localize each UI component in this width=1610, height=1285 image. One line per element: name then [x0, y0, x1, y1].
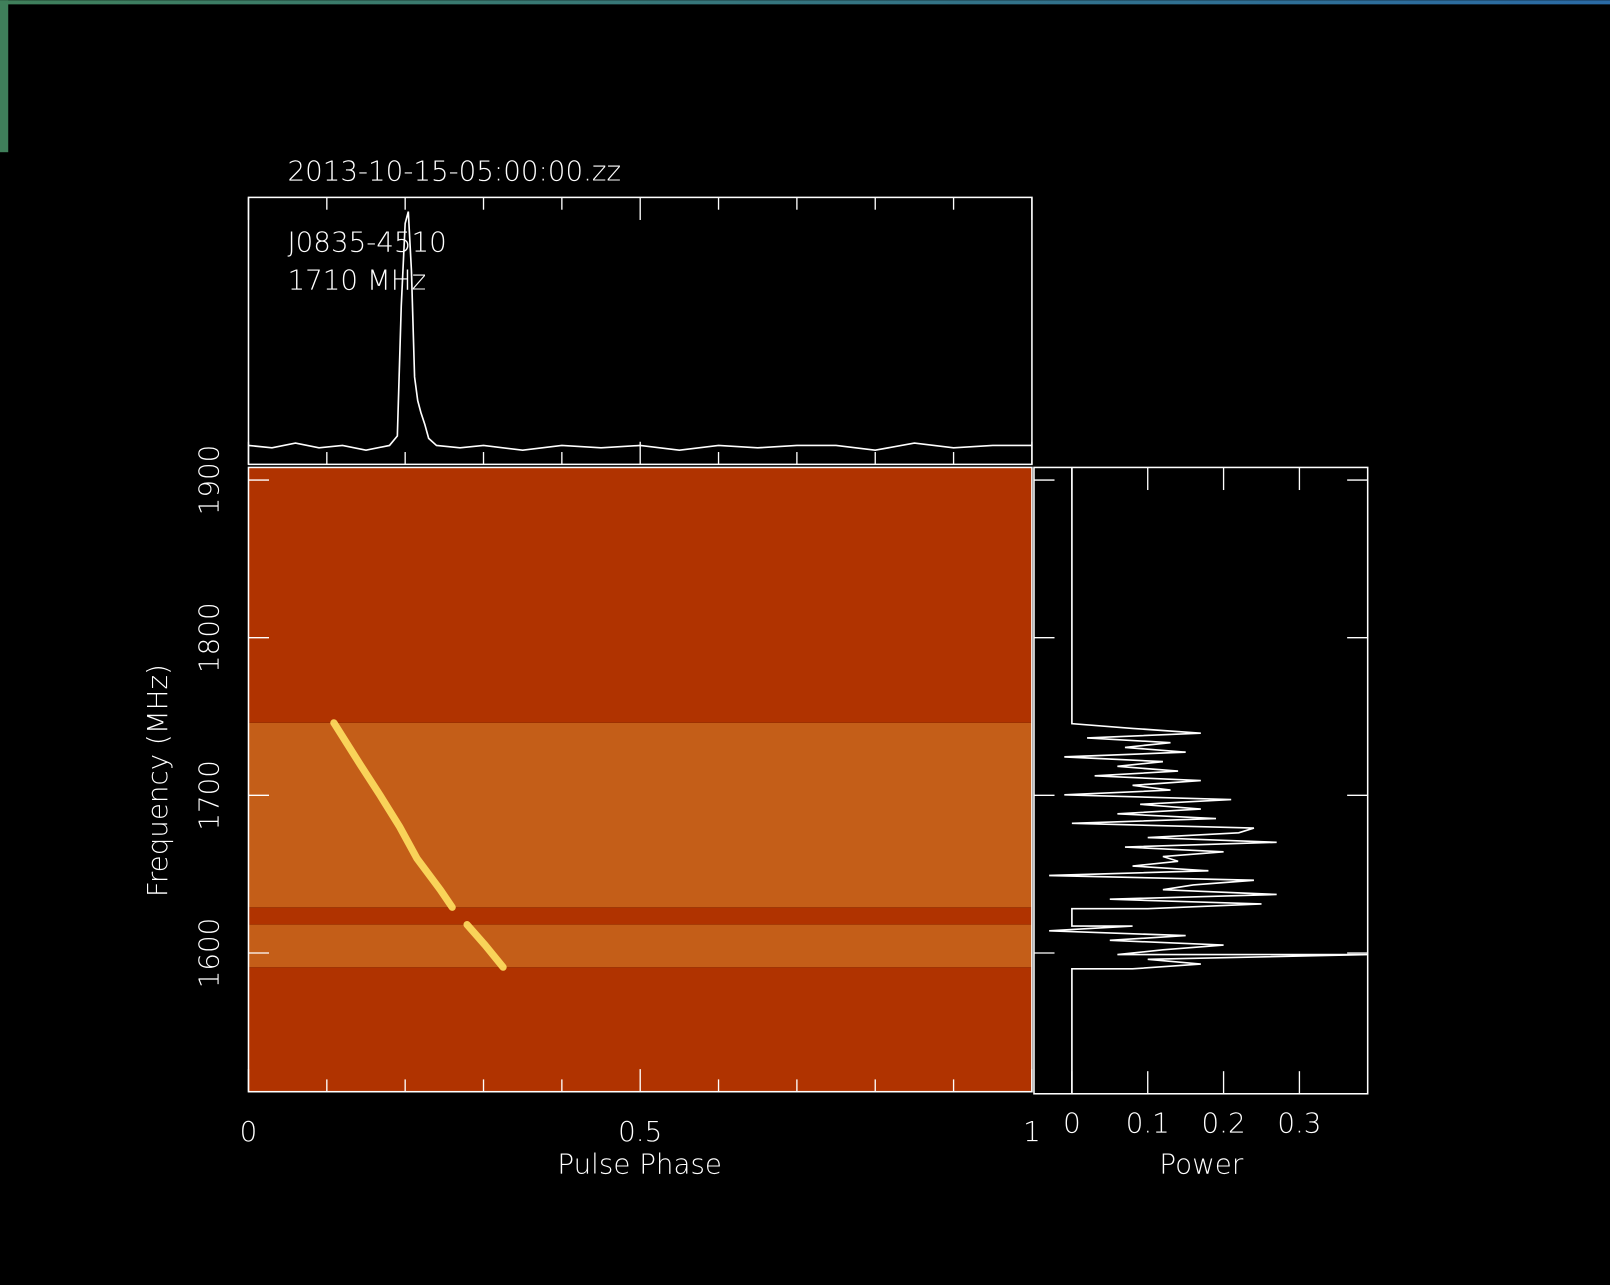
x-axis-label: Pulse Phase	[557, 1148, 722, 1181]
heatmap-band	[248, 907, 1032, 925]
heatmap-band	[248, 467, 1032, 723]
annotation: J0835-4510	[288, 226, 447, 259]
y-axis-label: Frequency (MHz)	[141, 664, 174, 897]
chart-title: 2013-10-15-05:00:00.zz	[288, 155, 622, 188]
x-tick-label: 0	[240, 1115, 258, 1148]
x-tick-label: 0.1	[1126, 1107, 1170, 1140]
window-left-bar	[0, 0, 9, 153]
heatmap-band	[248, 722, 1032, 908]
x-tick-label: 0.5	[618, 1115, 662, 1148]
annotation: 1710 MHz	[288, 264, 427, 297]
heatmap-band	[248, 924, 1032, 968]
x-tick-label: 1	[1023, 1115, 1041, 1148]
frame	[1033, 466, 1369, 1095]
y-tick-label: 1600	[192, 918, 225, 989]
profile-line	[248, 211, 1032, 452]
y-tick-label: 1700	[192, 760, 225, 831]
y-tick-label: 1900	[192, 445, 225, 516]
power-line	[1049, 467, 1368, 1094]
x-tick-label: 0	[1063, 1107, 1081, 1140]
x-tick-label: 0.3	[1277, 1107, 1321, 1140]
window-top-bar	[0, 0, 1610, 5]
x-tick-label: 0.2	[1202, 1107, 1246, 1140]
pulse-track	[330, 719, 507, 971]
y-tick-label: 1800	[192, 602, 225, 673]
x-axis-label: Power	[1159, 1148, 1243, 1181]
